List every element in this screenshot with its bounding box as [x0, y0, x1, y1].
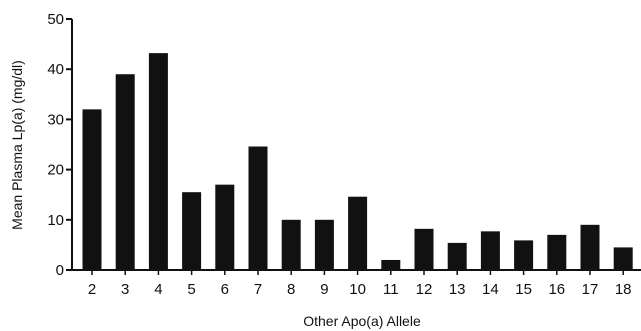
bar [547, 234, 567, 270]
bar [514, 240, 534, 270]
y-tick-label: 0 [56, 262, 64, 279]
x-tick-label: 6 [221, 281, 229, 298]
x-axis-title: Other Apo(a) Allele [303, 313, 421, 329]
x-tick-label: 2 [88, 281, 96, 298]
x-axis: 2 3 4 5 6 7 8 9 10 11 12 13 14 15 16 17 18 [72, 269, 641, 298]
bar [348, 196, 368, 270]
x-tick-label: 15 [515, 281, 532, 298]
x-tick-label: 7 [254, 281, 262, 298]
bar [480, 231, 500, 270]
x-tick-label: 3 [121, 281, 129, 298]
bar [314, 219, 334, 270]
y-tick-label: 40 [47, 61, 64, 78]
y-tick-label: 30 [47, 111, 64, 128]
bar [148, 53, 168, 270]
y-axis: 0 10 20 30 40 50 [47, 11, 73, 279]
bar [182, 192, 202, 270]
x-tick-label: 14 [482, 281, 499, 298]
x-tick-label: 13 [449, 281, 466, 298]
x-tick-label: 16 [548, 281, 565, 298]
x-tick-label: 10 [349, 281, 366, 298]
bar [447, 242, 467, 270]
y-tick-label: 50 [47, 11, 64, 28]
y-tick-label: 10 [47, 212, 64, 229]
bar [82, 109, 102, 270]
bar [115, 74, 135, 270]
x-tick-label: 8 [287, 281, 295, 298]
bars [82, 53, 633, 270]
bar [281, 219, 301, 270]
x-tick-label: 17 [582, 281, 599, 298]
bar [248, 146, 268, 270]
x-tick-label: 12 [416, 281, 433, 298]
bar [613, 247, 633, 270]
x-tick-label: 9 [320, 281, 328, 298]
x-tick-label: 18 [615, 281, 632, 298]
x-tick-label: 4 [154, 281, 162, 298]
y-tick-label: 20 [47, 162, 64, 179]
bar [580, 224, 600, 270]
bar [215, 184, 235, 270]
x-tick-label: 5 [187, 281, 195, 298]
bar [381, 259, 401, 270]
x-tick-label: 11 [383, 281, 399, 298]
bar [414, 228, 434, 270]
y-axis-title: Mean Plasma Lp(a) (mg/dl) [9, 60, 25, 230]
